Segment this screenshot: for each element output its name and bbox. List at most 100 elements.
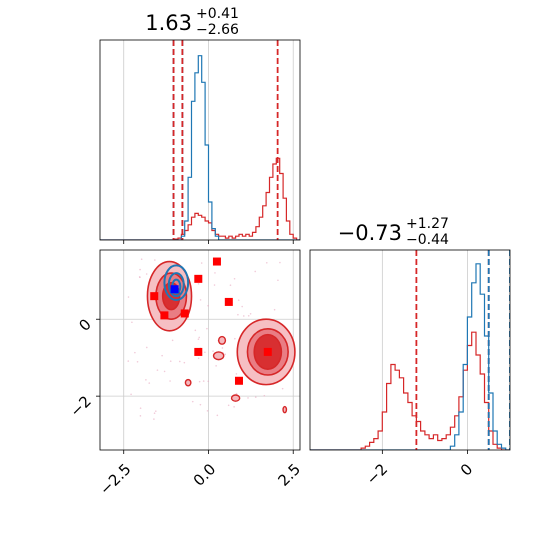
x-tick-label: 0: [457, 460, 476, 479]
x-tick-label: 0.0: [190, 460, 220, 490]
sample-dot: [213, 284, 216, 286]
sample-dot: [277, 279, 279, 282]
sample-dot: [206, 410, 209, 412]
histogram-red: [310, 331, 510, 450]
sample-dot: [229, 284, 232, 287]
red-marker: [180, 309, 189, 318]
blue-marker: [170, 285, 179, 294]
sample-dot: [153, 418, 155, 420]
histogram-param-2: −2 0: [309, 249, 511, 488]
sample-dot: [156, 369, 159, 371]
red-contour-island: [282, 405, 288, 414]
sample-dot: [145, 273, 148, 275]
sample-dot: [154, 259, 156, 261]
sample-dot: [212, 350, 214, 352]
histogram-red: [100, 157, 300, 240]
blue-contour: [163, 264, 190, 302]
red-marker: [263, 347, 272, 356]
sample-dot: [254, 270, 257, 273]
sample-dot: [140, 258, 143, 261]
sample-dot: [139, 268, 141, 271]
title-param-2: −0.73 +1.27−0.44: [338, 216, 449, 248]
y-tick-label: −2: [66, 392, 94, 420]
red-contour-island: [230, 394, 241, 402]
sample-dot: [237, 299, 240, 301]
sample-dot: [234, 337, 236, 340]
sample-dot: [207, 304, 209, 307]
sample-dot: [127, 296, 130, 298]
sample-dot: [139, 407, 142, 409]
title-upper-error: +1.27: [406, 216, 449, 232]
sample-dot: [154, 410, 157, 412]
sample-dot: [249, 312, 252, 315]
sample-dot: [138, 276, 141, 278]
title-lower-error: −2.66: [196, 22, 239, 38]
red-marker: [194, 347, 203, 356]
red-contour-island: [184, 378, 192, 387]
red-marker: [212, 257, 221, 266]
sample-dot: [153, 412, 156, 414]
sample-dot: [247, 397, 249, 399]
sample-dot: [199, 403, 202, 406]
sample-dot: [163, 370, 166, 373]
sample-dot: [200, 262, 203, 264]
sample-dot: [145, 346, 148, 349]
sample-dot: [233, 406, 235, 408]
title-param-1: 1.63 +0.41−2.66: [145, 6, 239, 38]
sample-dot: [247, 314, 250, 317]
sample-dot: [242, 315, 245, 317]
sample-dot: [148, 382, 151, 384]
title-value: −0.73: [338, 221, 402, 245]
sample-dot: [198, 380, 201, 383]
sample-dot: [199, 299, 202, 301]
histogram-param-1: [99, 39, 301, 244]
red-marker: [150, 292, 159, 301]
sample-dot: [204, 351, 206, 354]
axes-frame: [309, 249, 511, 451]
sample-dot: [197, 282, 200, 285]
sample-dot: [130, 393, 132, 396]
sample-dot: [235, 392, 238, 395]
sample-dot: [197, 338, 200, 340]
sample-dot: [216, 414, 219, 417]
sample-dot: [215, 365, 217, 367]
sample-dot: [171, 339, 174, 342]
red-marker: [160, 311, 169, 320]
sample-dot: [169, 360, 172, 362]
sample-dot: [206, 327, 208, 330]
sample-dot: [145, 379, 147, 381]
sample-dot: [136, 360, 139, 363]
sample-dot: [273, 308, 276, 311]
x-tick-label: 2.5: [274, 460, 304, 490]
y-tick-label: 0: [75, 315, 94, 334]
sample-dot: [207, 380, 210, 383]
sample-dot: [241, 305, 243, 308]
sample-dot: [169, 380, 171, 382]
scatter-2d-panel: −2.5 0.0 2.5 0 −2: [66, 249, 304, 499]
sample-dot: [194, 329, 197, 332]
axes-frame: [99, 249, 301, 451]
sample-dot: [233, 277, 236, 280]
sample-dot: [224, 353, 227, 356]
sample-dot: [191, 400, 194, 403]
x-tick-label: −2: [363, 460, 391, 488]
sample-dot: [263, 394, 266, 397]
red-contour-island: [217, 335, 227, 345]
sample-dot: [265, 262, 268, 264]
title-upper-error: +0.41: [196, 6, 239, 22]
sample-dot: [139, 415, 142, 417]
title-value: 1.63: [145, 11, 192, 35]
sample-dot: [131, 321, 133, 324]
red-marker: [234, 376, 243, 385]
sample-dot: [235, 373, 238, 375]
red-contour-island: [212, 351, 225, 361]
sample-dot: [161, 354, 163, 357]
sample-dot: [178, 360, 181, 363]
sample-dot: [254, 396, 257, 398]
sample-dot: [281, 387, 284, 390]
axes-frame: [99, 39, 301, 241]
title-lower-error: −0.44: [406, 232, 449, 248]
sample-dot: [237, 313, 239, 316]
sample-dot: [183, 361, 186, 364]
